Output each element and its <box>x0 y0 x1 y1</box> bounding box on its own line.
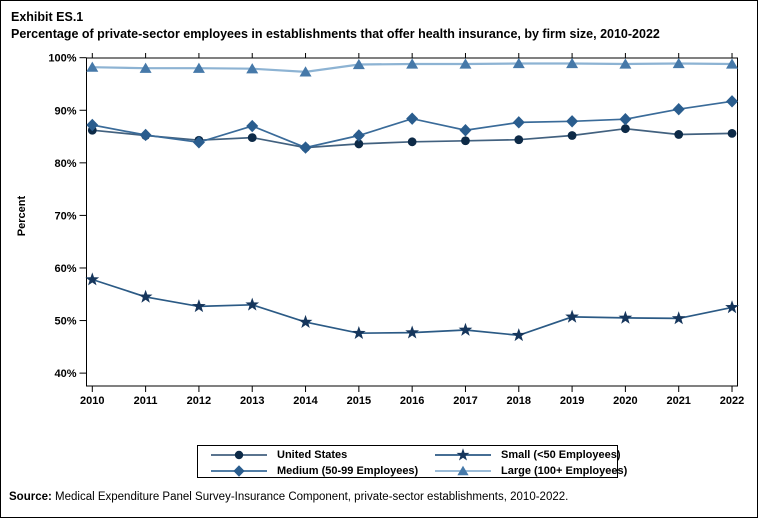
legend-label: Small (<50 Employees) <box>501 449 621 461</box>
large-firms-marker-icon <box>435 465 491 476</box>
x-axis-tick-label: 2010 <box>80 395 104 407</box>
data-point-marker <box>727 129 737 138</box>
data-point-marker <box>352 129 365 142</box>
data-point-marker <box>406 58 419 69</box>
x-axis-tick-label: 2021 <box>666 395 690 407</box>
x-axis-tick-label: 2014 <box>293 395 318 407</box>
y-axis-tick-label: 70% <box>54 210 76 222</box>
small-firms-marker-icon <box>435 448 491 461</box>
x-axis-tick-label: 2017 <box>453 395 477 407</box>
source-text: Medical Expenditure Panel Survey-Insuran… <box>51 491 569 503</box>
data-point-marker <box>726 95 739 108</box>
data-point-marker <box>567 131 577 140</box>
legend-item-medium: Medium (50-99 Employees) <box>198 464 422 478</box>
y-axis-tick-label: 80% <box>54 158 76 170</box>
y-axis-tick-label: 40% <box>54 368 76 380</box>
x-axis-tick-label: 2022 <box>720 395 744 407</box>
data-point-marker <box>85 272 100 286</box>
medium-firms-marker-icon <box>211 465 267 477</box>
data-point-marker <box>354 139 364 149</box>
data-point-marker <box>192 299 206 313</box>
y-axis-tick-label: 100% <box>48 53 76 65</box>
diamond-icon <box>233 465 245 477</box>
legend: United States Small (<50 Employees) Medi… <box>197 445 627 478</box>
data-point-marker <box>672 103 685 116</box>
legend-item-united-states: United States <box>198 448 422 462</box>
data-point-marker <box>566 115 579 128</box>
data-point-marker <box>671 311 686 325</box>
data-point-marker <box>405 325 420 339</box>
data-point-marker <box>139 128 152 142</box>
data-point-marker <box>621 124 630 134</box>
data-point-marker <box>246 63 259 74</box>
data-point-marker <box>298 314 313 328</box>
data-point-marker <box>566 57 579 69</box>
data-point-marker <box>192 136 205 149</box>
exhibit-number: Exhibit ES.1 <box>11 10 84 24</box>
data-point-marker <box>247 133 257 143</box>
x-axis-tick-label: 2018 <box>507 395 531 407</box>
data-point-marker <box>459 124 472 137</box>
star-icon <box>456 448 470 461</box>
plot-frame <box>86 57 738 387</box>
data-point-marker <box>86 61 99 72</box>
data-point-marker <box>674 130 684 139</box>
united-states-marker-icon <box>211 450 267 460</box>
data-point-marker <box>407 137 417 147</box>
data-point-marker <box>352 58 365 70</box>
data-point-marker <box>299 66 312 77</box>
circle-icon <box>234 450 244 460</box>
data-point-marker <box>352 325 366 339</box>
legend-label: Large (100+ Employees) <box>501 465 628 477</box>
data-point-marker <box>86 118 99 132</box>
data-point-marker <box>139 62 152 73</box>
data-point-marker <box>299 141 312 154</box>
source-label: Source: <box>9 491 52 503</box>
y-axis-tick-label: 60% <box>54 263 76 275</box>
data-point-marker <box>565 309 579 323</box>
legend-label: Medium (50-99 Employees) <box>277 465 419 477</box>
x-axis-tick-label: 2016 <box>400 395 424 407</box>
triangle-icon <box>457 465 469 476</box>
y-axis-tick-label: 90% <box>54 105 76 117</box>
legend-item-large: Large (100+ Employees) <box>422 464 627 478</box>
x-axis-tick-label: 2012 <box>187 395 211 407</box>
data-point-marker <box>192 62 205 73</box>
data-point-marker <box>619 113 632 126</box>
legend-item-small: Small (<50 Employees) <box>422 448 621 462</box>
data-point-marker <box>459 58 472 69</box>
chart-title: Percentage of private-sector employees i… <box>11 26 660 41</box>
data-point-marker <box>511 328 526 342</box>
legend-label: United States <box>277 449 348 461</box>
x-axis-tick-label: 2011 <box>134 395 158 407</box>
data-point-marker <box>245 297 260 311</box>
chart-header: Exhibit ES.1 Percentage of private-secto… <box>11 9 660 43</box>
data-point-marker <box>512 57 525 69</box>
x-axis-tick-label: 2013 <box>240 395 264 407</box>
y-axis-title: Percent <box>16 195 28 236</box>
data-point-marker <box>406 112 419 125</box>
data-point-marker <box>618 310 633 324</box>
data-point-marker <box>619 58 632 69</box>
y-axis-tick-label: 50% <box>54 316 76 328</box>
x-axis-tick-label: 2020 <box>613 395 637 407</box>
data-point-marker <box>246 119 259 133</box>
source-note: Source: Medical Expenditure Panel Survey… <box>9 491 568 503</box>
x-axis-tick-label: 2015 <box>347 395 371 407</box>
data-point-marker <box>726 58 739 69</box>
data-point-marker <box>138 289 153 303</box>
x-axis-tick-label: 2019 <box>560 395 584 407</box>
data-point-marker <box>461 136 470 146</box>
data-point-marker <box>458 322 473 336</box>
data-point-marker <box>512 116 525 129</box>
data-point-marker <box>725 300 739 314</box>
data-point-marker <box>514 135 524 145</box>
data-point-marker <box>672 57 685 69</box>
